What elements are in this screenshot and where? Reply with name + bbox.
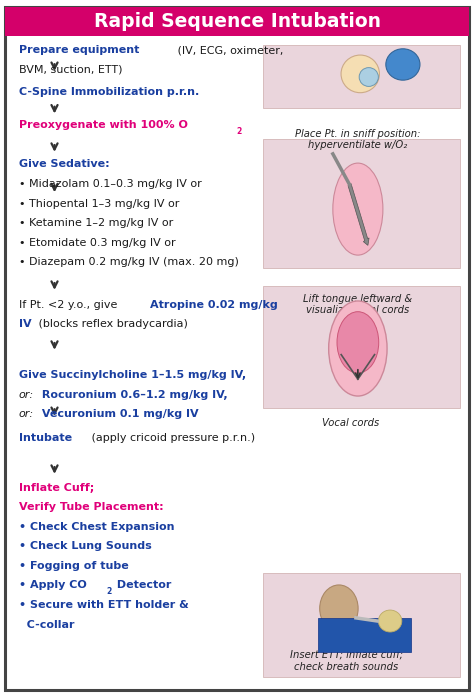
Text: Preoxygenate with 100% O: Preoxygenate with 100% O bbox=[19, 121, 188, 130]
Ellipse shape bbox=[328, 301, 387, 396]
Text: • Check Lung Sounds: • Check Lung Sounds bbox=[19, 542, 152, 551]
Ellipse shape bbox=[333, 163, 383, 255]
Text: Vecuronium 0.1 mg/kg IV: Vecuronium 0.1 mg/kg IV bbox=[38, 409, 199, 419]
Ellipse shape bbox=[319, 585, 358, 632]
Text: • Midazolam 0.1–0.3 mg/kg IV or: • Midazolam 0.1–0.3 mg/kg IV or bbox=[19, 179, 202, 189]
Text: Insert ETT; inflate cuff;
check breath sounds: Insert ETT; inflate cuff; check breath s… bbox=[290, 650, 402, 671]
Text: or:: or: bbox=[19, 409, 34, 419]
Text: Place Pt. in sniff position:
hyperventilate w/O₂: Place Pt. in sniff position: hyperventil… bbox=[295, 129, 420, 150]
Text: • Etomidate 0.3 mg/kg IV or: • Etomidate 0.3 mg/kg IV or bbox=[19, 238, 175, 247]
Text: Rocuronium 0.6–1.2 mg/kg IV,: Rocuronium 0.6–1.2 mg/kg IV, bbox=[38, 390, 228, 399]
Text: (apply cricoid pressure p.r.n.): (apply cricoid pressure p.r.n.) bbox=[88, 433, 255, 443]
Bar bbox=[263, 573, 460, 677]
Text: 2: 2 bbox=[106, 587, 112, 595]
Text: Give Succinylcholine 1–1.5 mg/kg IV,: Give Succinylcholine 1–1.5 mg/kg IV, bbox=[19, 370, 246, 380]
Text: 2: 2 bbox=[237, 127, 242, 135]
Text: • Fogging of tube: • Fogging of tube bbox=[19, 561, 129, 571]
Text: Atropine 0.02 mg/kg: Atropine 0.02 mg/kg bbox=[150, 300, 278, 309]
Bar bbox=[263, 139, 460, 268]
Text: Rapid Sequence Intubation: Rapid Sequence Intubation bbox=[93, 12, 381, 31]
Text: or:: or: bbox=[19, 390, 34, 399]
FancyArrow shape bbox=[348, 183, 369, 245]
Text: • Apply CO: • Apply CO bbox=[19, 581, 87, 590]
Text: Verify Tube Placement:: Verify Tube Placement: bbox=[19, 503, 164, 512]
Text: • Diazepam 0.2 mg/kg IV (max. 20 mg): • Diazepam 0.2 mg/kg IV (max. 20 mg) bbox=[19, 257, 239, 267]
Text: Inflate Cuff;: Inflate Cuff; bbox=[19, 483, 94, 493]
Text: (IV, ECG, oximeter,: (IV, ECG, oximeter, bbox=[174, 45, 283, 55]
Text: Give Sedative:: Give Sedative: bbox=[19, 160, 109, 169]
Text: Prepare equipment: Prepare equipment bbox=[19, 45, 139, 55]
Bar bbox=[263, 286, 460, 408]
Text: Detector: Detector bbox=[113, 581, 172, 590]
Bar bbox=[263, 45, 460, 108]
Text: • Thiopental 1–3 mg/kg IV or: • Thiopental 1–3 mg/kg IV or bbox=[19, 199, 179, 208]
Text: • Secure with ETT holder &: • Secure with ETT holder & bbox=[19, 600, 189, 610]
Text: If Pt. <2 y.o., give: If Pt. <2 y.o., give bbox=[19, 300, 121, 309]
Text: • Ketamine 1–2 mg/kg IV or: • Ketamine 1–2 mg/kg IV or bbox=[19, 218, 173, 228]
Text: C-collar: C-collar bbox=[19, 620, 74, 629]
Text: Lift tongue leftward &
visualize vocal cords: Lift tongue leftward & visualize vocal c… bbox=[303, 294, 412, 315]
Text: Vocal cords: Vocal cords bbox=[322, 418, 379, 428]
Ellipse shape bbox=[378, 610, 402, 632]
Ellipse shape bbox=[386, 49, 420, 80]
Text: (blocks reflex bradycardia): (blocks reflex bradycardia) bbox=[35, 319, 188, 329]
Text: Intubate: Intubate bbox=[19, 433, 72, 443]
Bar bbox=[5, 7, 469, 36]
Ellipse shape bbox=[337, 312, 379, 373]
Ellipse shape bbox=[359, 68, 378, 86]
Bar bbox=[318, 618, 411, 652]
Text: C-Spine Immobilization p.r.n.: C-Spine Immobilization p.r.n. bbox=[19, 87, 199, 97]
Text: IV: IV bbox=[19, 319, 32, 329]
Text: BVM, suction, ETT): BVM, suction, ETT) bbox=[19, 65, 122, 75]
Text: • Check Chest Expansion: • Check Chest Expansion bbox=[19, 522, 174, 532]
Ellipse shape bbox=[341, 55, 379, 93]
